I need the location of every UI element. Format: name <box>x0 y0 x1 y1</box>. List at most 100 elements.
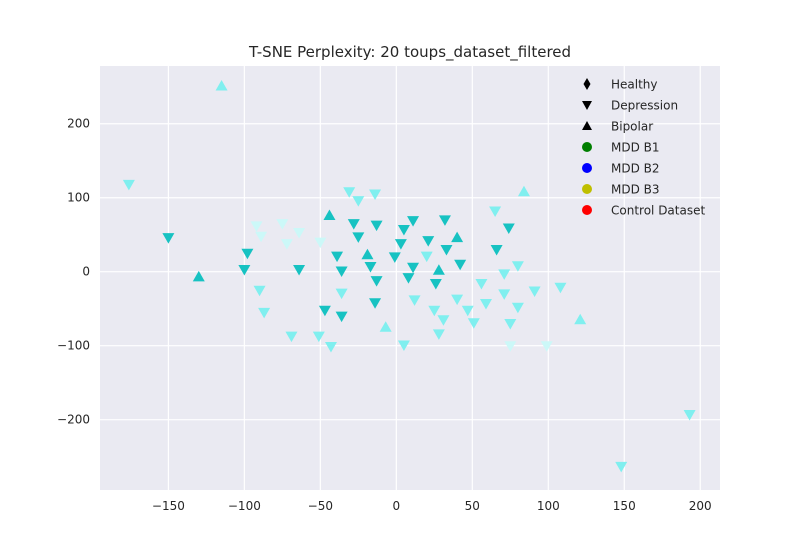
legend-item: MDD B2 <box>582 162 660 176</box>
depression-point <box>437 315 450 326</box>
depression-point <box>335 288 348 300</box>
bipolar-point <box>517 185 530 197</box>
y-tick-label: 100 <box>67 191 90 205</box>
depression-point <box>397 225 410 236</box>
depression-point <box>504 319 517 330</box>
depression-point <box>162 233 175 244</box>
tick-labels: −150 −100 −50 0 50 100 150 200 −200 −100 0 100 200 <box>57 117 712 513</box>
circle-marker-icon <box>582 184 592 194</box>
depression-point <box>388 252 401 263</box>
depression-point <box>504 341 517 352</box>
y-tick-label: 0 <box>82 265 90 279</box>
legend-item: MDD B3 <box>582 183 660 197</box>
circle-marker-icon <box>582 142 592 152</box>
depression-point <box>352 232 365 243</box>
depression-point <box>369 189 382 201</box>
triangle-up-marker-icon <box>582 121 592 130</box>
depression-point <box>615 461 628 473</box>
depression-point <box>402 273 415 284</box>
bipolar-point <box>574 313 587 325</box>
depression-point <box>422 236 435 247</box>
depression-point <box>293 227 306 239</box>
depression-point <box>331 251 344 263</box>
depression-point <box>502 223 515 235</box>
depression-point <box>454 259 467 271</box>
bipolar-point <box>323 209 336 220</box>
legend-label: Control Dataset <box>611 204 705 218</box>
depression-point <box>461 305 474 317</box>
depression-point <box>438 215 451 226</box>
x-tick-label: 100 <box>537 499 560 513</box>
depression-point <box>255 231 268 243</box>
depression-point <box>324 341 337 353</box>
depression-point <box>428 305 441 317</box>
depression-point <box>352 196 365 207</box>
depression-point <box>253 285 266 297</box>
depression-point <box>250 221 263 232</box>
legend-label: Bipolar <box>611 120 653 134</box>
legend-item: MDD B1 <box>582 141 660 155</box>
x-tick-label: −50 <box>308 499 333 513</box>
depression-point <box>683 410 696 421</box>
depression-point <box>293 264 306 276</box>
triangle-down-marker-icon <box>582 101 592 110</box>
data-points <box>122 79 696 473</box>
legend-label: Healthy <box>611 78 658 92</box>
y-tick-label: 200 <box>67 117 90 131</box>
depression-point <box>280 239 293 250</box>
bipolar-point <box>379 321 392 332</box>
depression-point <box>528 286 541 297</box>
depression-point <box>241 248 254 260</box>
bipolar-point <box>215 79 228 91</box>
legend: Healthy Depression Bipolar MDD B1 MDD B2 MDD … <box>582 78 705 218</box>
depression-point <box>511 302 524 314</box>
legend-label: MDD B1 <box>611 141 660 155</box>
depression-point <box>312 331 325 343</box>
depression-point <box>489 206 502 218</box>
depression-point <box>335 266 348 277</box>
depression-point <box>335 311 348 323</box>
legend-label: MDD B3 <box>611 183 660 197</box>
depression-point <box>479 299 492 310</box>
x-tick-label: −100 <box>228 499 261 513</box>
legend-item: Depression <box>582 99 678 113</box>
depression-point <box>407 262 420 274</box>
depression-point <box>238 264 251 276</box>
depression-point <box>364 262 377 273</box>
depression-point <box>407 216 420 227</box>
depression-point <box>343 187 356 198</box>
depression-point <box>347 219 360 230</box>
depression-point <box>467 318 480 329</box>
y-tick-label: −100 <box>57 339 90 353</box>
bipolar-point <box>451 231 464 243</box>
depression-point <box>432 329 445 340</box>
legend-label: Depression <box>611 99 678 113</box>
depression-point <box>490 245 503 256</box>
x-tick-label: −150 <box>152 499 185 513</box>
legend-label: MDD B2 <box>611 162 660 176</box>
legend-item: Bipolar <box>582 120 653 134</box>
y-tick-label: −200 <box>57 413 90 427</box>
depression-point <box>408 295 421 306</box>
diamond-marker-icon <box>583 78 591 90</box>
bipolar-point <box>432 264 445 275</box>
depression-point <box>420 251 433 263</box>
depression-point <box>258 307 271 319</box>
legend-item: Healthy <box>583 78 658 92</box>
depression-point <box>511 261 524 272</box>
depression-point <box>429 279 442 290</box>
depression-point <box>540 341 553 352</box>
depression-point <box>475 279 488 290</box>
depression-point <box>397 340 410 351</box>
depression-point <box>498 289 511 300</box>
depression-point <box>369 298 382 309</box>
depression-point <box>314 237 327 249</box>
depression-point <box>451 294 464 306</box>
depression-point <box>498 269 511 280</box>
chart-title: T-SNE Perplexity: 20 toups_dataset_filte… <box>248 43 571 62</box>
depression-point <box>122 179 135 191</box>
bipolar-point <box>192 270 205 282</box>
depression-point <box>276 219 289 230</box>
